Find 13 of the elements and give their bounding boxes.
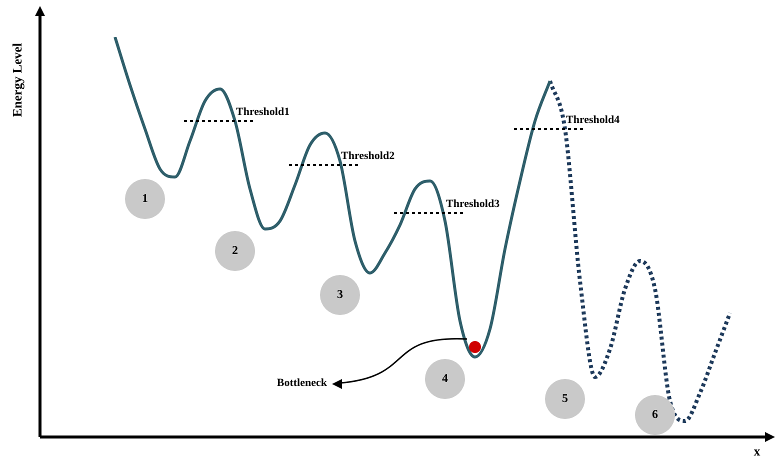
annotation: 2 xyxy=(232,243,238,258)
x-axis-title: x xyxy=(754,443,761,458)
annotation: 4 xyxy=(442,371,448,386)
ref-line-label: Threshold3 xyxy=(446,198,500,210)
annotation: 3 xyxy=(337,287,343,302)
annotation: 6 xyxy=(652,407,658,422)
ref-line-label: Threshold1 xyxy=(236,106,290,118)
y-axis-title: Energy Level xyxy=(9,42,24,118)
annotation: 1 xyxy=(142,191,148,206)
annotation: Bottleneck xyxy=(276,376,328,389)
annotation: 5 xyxy=(562,391,568,406)
ref-line-label: Threshold4 xyxy=(566,114,620,126)
ref-line-label: Threshold2 xyxy=(341,150,396,162)
